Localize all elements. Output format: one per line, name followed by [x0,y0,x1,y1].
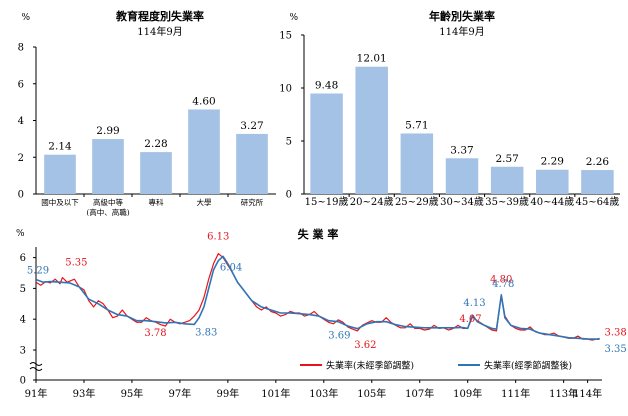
x-tick-label: 97年 [169,387,192,400]
y-tick-label: 4 [18,116,24,127]
x-tick-label: 109年 [453,387,482,400]
annotation-label: 5.29 [27,265,49,276]
category-label: 45~64歲 [576,195,620,208]
chart-title: 失 業 率 [298,227,339,241]
y-tick-label: 3 [20,346,26,357]
bar-5 [236,133,268,194]
y-tick-label: 6 [18,79,24,90]
y-tick-label: 10 [279,84,292,95]
category-label: 20~24歲 [350,195,394,208]
chart-title: 年齡別失業率 [429,9,495,23]
line-chart: 失 業 率% 0 3 4 5 6 91年 93年 95年 97年 99年 101年 103年 105年 10… [16,227,627,400]
chart-subtitle: 114年9月 [137,25,182,38]
category-label: 25~29歲 [395,195,439,208]
category-label: 大學 [197,197,212,207]
y-tick-label: 15 [279,31,292,42]
bar-2 [355,66,388,194]
y-unit-label: % [289,13,298,23]
annotation-label: 3.35 [604,344,626,355]
chart-title: 教育程度別失業率 [115,9,204,23]
category-label: (高中、高職) [86,207,129,217]
y-tick-label: 0 [18,190,24,201]
x-tick-label: 103年 [309,387,338,400]
data-label: 2.57 [495,153,518,165]
annotation-label: 4.80 [490,275,512,286]
y-tick-label: 0 [20,376,26,387]
axis-break-mark [29,362,43,371]
annotation-label: 3.62 [354,340,376,351]
category-label: 國中及以下 [41,197,79,207]
y-tick-label: 5 [20,284,26,295]
y-tick-label: 4 [20,315,26,326]
annotation-label: 4.78 [492,279,514,290]
data-label: 2.28 [144,138,167,150]
bar-4 [188,109,220,194]
data-label: 3.37 [450,144,473,156]
bar-6 [536,169,569,194]
x-tick-label: 113年 [549,387,578,400]
data-label: 2.14 [48,141,72,153]
category-label: 35~39歲 [485,195,529,208]
bar-2 [92,139,124,194]
y-unit-label: % [21,13,30,23]
data-label: 5.71 [405,119,428,131]
x-tick-label: 107年 [405,387,434,400]
data-label: 3.27 [240,120,263,132]
annotation-label: 5.35 [65,258,87,269]
y-tick-label: 5 [286,137,292,148]
annotation-label: 3.69 [328,331,350,342]
x-tick-label: 101年 [261,387,290,400]
bar-1 [310,93,343,194]
category-label: 高級中等 [93,197,123,207]
y-tick-label: 0 [286,190,292,201]
annotation-label: 3.38 [604,327,626,338]
category-label: 專科 [149,197,164,207]
bar-3 [140,152,172,194]
data-label: 12.01 [357,53,387,65]
legend-label: 失業率(經季節調整後) [484,360,572,372]
annotation-label: 4.13 [463,298,485,309]
legend: 失業率(未經季節調整) 失業率(經季節調整後) [300,360,572,372]
x-tick-label: 99年 [216,387,239,400]
legend-label: 失業率(未經季節調整) [326,360,414,372]
bar-1 [44,154,76,194]
x-tick-label: 91年 [25,387,48,400]
x-tick-label: 95年 [121,387,144,400]
bar-3 [400,133,434,194]
annotation-label: 6.13 [207,232,229,243]
bar-chart-2: 年齡別失業率 114年9月% 0 5 10 15 9.48 15~19歲 12.01 20~24歲… [279,9,620,208]
bar-5 [490,166,524,194]
annotation-label: 4.07 [459,314,481,325]
category-label: 30~34歲 [440,195,484,208]
annotation-label: 3.78 [144,328,166,339]
bar-4 [445,158,479,194]
data-label: 4.60 [192,95,215,107]
y-tick-label: 2 [18,153,24,164]
y-tick-label: 8 [18,43,24,54]
x-tick-label: 111年 [501,387,530,400]
annotation-label: 6.04 [220,262,242,273]
data-label: 2.26 [586,156,610,168]
series-line-2 [35,255,600,340]
x-tick-label: 105年 [357,387,386,400]
bar-chart-1: 教育程度別失業率 114年9月% 0 2 4 6 8 2.14 國中及以下 2.99 高級中等(高中… [18,9,276,217]
category-label: 15~19歲 [305,195,349,208]
category-label: 研究所 [241,197,264,207]
annotation-label: 3.83 [195,327,217,338]
data-label: 9.48 [315,80,338,92]
data-label: 2.99 [96,125,119,137]
chart-subtitle: 114年9月 [439,25,484,38]
y-tick-label: 6 [20,253,26,264]
data-label: 2.29 [541,156,564,168]
y-unit-label: % [16,229,25,239]
category-label: 40~44歲 [530,195,574,208]
x-tick-label: 93年 [73,387,96,400]
bar-7 [581,170,614,194]
x-tick-label: 114年 [573,387,602,400]
